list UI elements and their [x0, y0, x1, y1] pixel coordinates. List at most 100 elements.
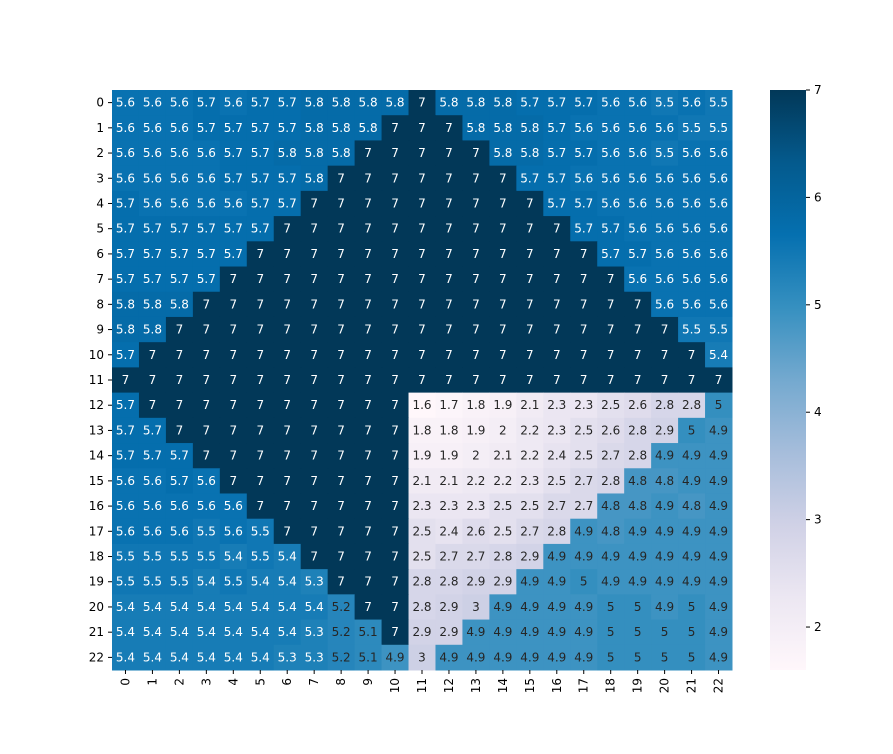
heatmap-cell [354, 468, 383, 494]
heatmap-cell [651, 468, 679, 494]
heatmap-cell [705, 90, 733, 116]
heatmap-cell [462, 367, 490, 394]
heatmap-cell [597, 417, 625, 444]
heatmap-cell [651, 569, 679, 595]
y-tick-label: 7 [96, 272, 104, 286]
heatmap-cell [651, 417, 679, 444]
cell-value-label: 5.7 [170, 474, 189, 488]
heatmap-cell [246, 493, 275, 520]
cell-value-label: 5.6 [143, 121, 162, 135]
cell-value-label: 4.9 [520, 575, 539, 589]
cell-value-label: 5.6 [224, 196, 243, 210]
heatmap-cell [651, 190, 679, 217]
heatmap-cell [246, 392, 275, 419]
heatmap-cell [570, 619, 598, 646]
x-tick-label: 0 [118, 678, 132, 686]
cell-value-label: 4.9 [574, 625, 593, 639]
heatmap-cell [165, 316, 194, 343]
heatmap-cell [705, 468, 733, 494]
y-tick-label: 22 [89, 650, 104, 664]
heatmap-cell [327, 316, 356, 343]
cell-value-label: 4.9 [547, 650, 566, 664]
cell-value-label: 7 [391, 297, 399, 311]
heatmap-cell [570, 115, 598, 141]
heatmap-cell [570, 644, 598, 671]
heatmap-cell [570, 569, 598, 595]
heatmap-cell [678, 493, 706, 520]
cell-value-label: 4.9 [547, 575, 566, 589]
cell-value-label: 5.7 [116, 423, 135, 437]
heatmap-cell [462, 90, 490, 116]
cell-value-label: 7 [472, 247, 480, 261]
cell-value-label: 2.3 [547, 423, 566, 437]
cell-value-label: 7 [283, 499, 291, 513]
cell-value-label: 5.7 [251, 146, 270, 160]
heatmap-cell [570, 266, 598, 293]
heatmap-cell [112, 644, 140, 671]
cell-value-label: 7 [391, 121, 399, 135]
cell-value-label: 4.9 [574, 550, 593, 564]
cell-value-label: 7 [499, 272, 507, 286]
heatmap-cell [192, 291, 221, 318]
heatmap-cell [624, 493, 652, 520]
heatmap-cell [543, 417, 571, 444]
heatmap-cell [354, 493, 383, 520]
cell-value-label: 1.9 [412, 449, 431, 463]
cell-value-label: 5 [634, 625, 642, 639]
heatmap-cell [678, 241, 706, 268]
heatmap-cell [435, 90, 463, 116]
heatmap-cell [381, 266, 410, 293]
cell-value-label: 7 [391, 222, 399, 236]
cell-value-label: 7 [283, 247, 291, 261]
heatmap-cell [138, 518, 167, 545]
cell-value-label: 4.9 [709, 575, 728, 589]
heatmap-cell [543, 216, 571, 242]
cell-value-label: 5.6 [574, 121, 593, 135]
cell-value-label: 7 [283, 323, 291, 337]
heatmap-cell [354, 190, 383, 217]
heatmap-cell [408, 291, 436, 318]
cell-value-label: 7 [364, 575, 372, 589]
heatmap-cell [489, 443, 517, 469]
heatmap-cell [138, 216, 167, 242]
cell-value-label: 5.7 [143, 272, 162, 286]
cell-value-label: 7 [418, 348, 426, 362]
heatmap-cell [678, 518, 706, 545]
heatmap-cell [516, 266, 544, 293]
cell-value-label: 4.8 [601, 524, 620, 538]
heatmap-cell [165, 518, 194, 545]
heatmap-cell [516, 140, 544, 167]
cell-value-label: 7 [661, 373, 669, 387]
colorbar-tick-label: 4 [814, 405, 822, 419]
y-tick-label: 10 [89, 348, 104, 362]
heatmap-cell [570, 594, 598, 621]
heatmap-cell [138, 241, 167, 268]
cell-value-label: 7 [499, 373, 507, 387]
heatmap-cell [435, 543, 463, 570]
cell-value-label: 4.9 [655, 550, 674, 564]
cell-value-label: 5.8 [143, 297, 162, 311]
cell-value-label: 7 [418, 373, 426, 387]
cell-value-label: 5.5 [709, 96, 728, 110]
heatmap-cell [462, 190, 490, 217]
cell-value-label: 5.6 [709, 297, 728, 311]
heatmap-cell [705, 569, 733, 595]
cell-value-label: 5.7 [547, 96, 566, 110]
cell-value-label: 5.6 [628, 196, 647, 210]
cell-value-label: 7 [149, 398, 157, 412]
heatmap-cell [651, 493, 679, 520]
colorbar-tick-label: 3 [814, 513, 822, 527]
heatmap-cell [408, 266, 436, 293]
cell-value-label: 4.9 [493, 650, 512, 664]
cell-value-label: 1.6 [412, 398, 431, 412]
heatmap-cell [300, 392, 329, 419]
heatmap-cell [543, 342, 571, 368]
cell-value-label: 5.5 [709, 121, 728, 135]
heatmap-cell [705, 165, 733, 192]
cell-value-label: 7 [256, 323, 264, 337]
heatmap-cell [624, 342, 652, 368]
cell-value-label: 5.7 [278, 196, 297, 210]
heatmap-cell [273, 165, 302, 192]
cell-value-label: 5.6 [116, 96, 135, 110]
heatmap-cell [543, 392, 571, 419]
